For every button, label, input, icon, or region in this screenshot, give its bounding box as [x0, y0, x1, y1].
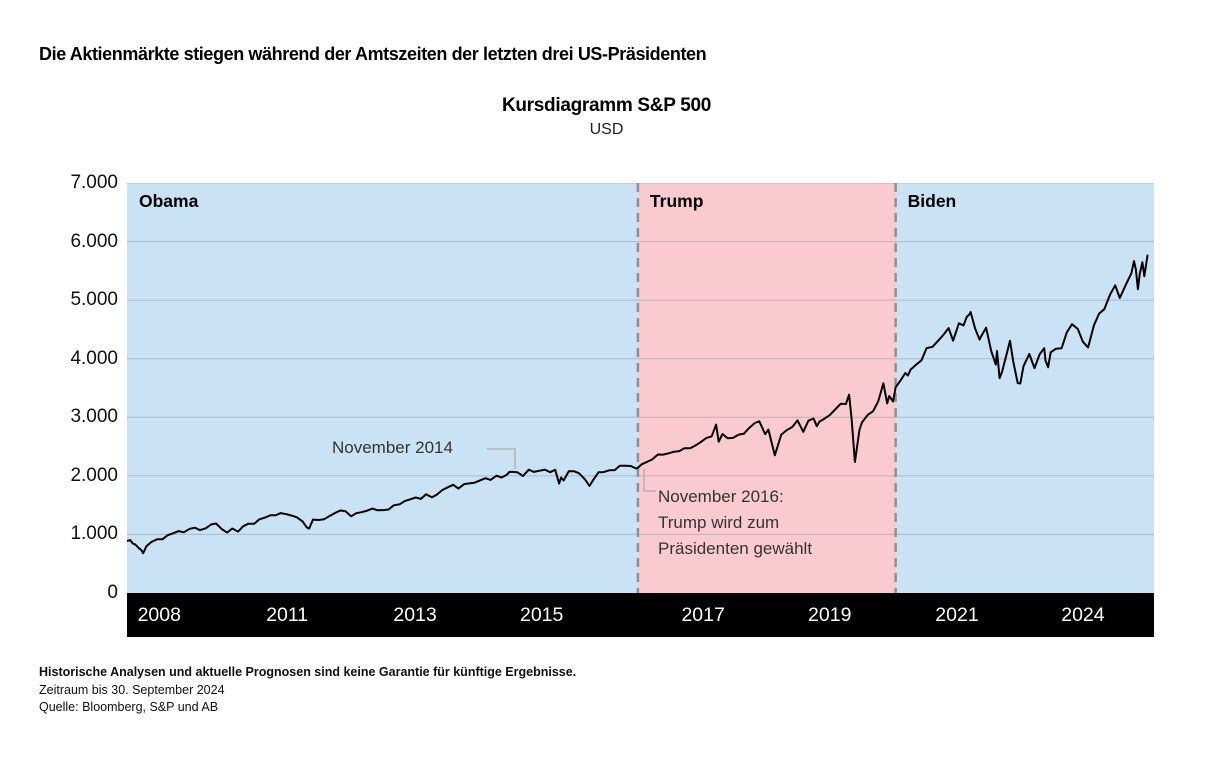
era-label-obama: Obama — [139, 191, 199, 211]
y-tick-label: 0 — [107, 582, 118, 603]
era-region-biden — [895, 183, 1154, 593]
y-tick-label: 7.000 — [70, 172, 118, 193]
y-tick-label: 3.000 — [70, 406, 118, 428]
x-tick-label: 2024 — [1061, 604, 1105, 626]
y-tick-label: 5.000 — [70, 289, 118, 311]
footnote-period: Zeitraum bis 30. September 2024 — [39, 682, 225, 697]
footnotes: Historische Analysen und aktuelle Progno… — [39, 664, 576, 717]
era-region-trump — [637, 183, 896, 593]
x-tick-label: 2013 — [393, 604, 437, 626]
x-tick-label: 2019 — [808, 604, 852, 626]
price-line — [127, 254, 1149, 555]
annotation-text-line: November 2016: — [658, 487, 784, 506]
x-tick-label: 2008 — [137, 604, 181, 626]
annotation-connector-2016 — [643, 469, 656, 492]
y-axis: 7.000 6.000 5.000 4.000 3.000 2.000 1.000 0 — [0, 172, 118, 603]
chart-title: Kursdiagramm S&P 500 — [501, 95, 712, 116]
footnote-source: Quelle: Bloomberg, S&P und AB — [39, 700, 219, 714]
x-tick-label: 2015 — [519, 604, 564, 626]
annotation-november-2014: November 2014 — [332, 438, 453, 458]
y-tick-label: 4.000 — [70, 347, 118, 369]
x-axis-band: 2008 2011 2013 2015 2017 2019 2021 2024 — [127, 593, 1154, 637]
page-title: Die Aktienmärkte stiegen während der Amt… — [39, 44, 707, 64]
chart-canvas — [127, 183, 1154, 593]
x-tick-label: 2011 — [266, 604, 309, 626]
annotation-text: November 2014 — [332, 438, 453, 457]
plot-area: November 2014 November 2016: Trump wird … — [127, 183, 1154, 593]
annotation-text-line: Präsidenten gewählt — [658, 539, 813, 558]
y-tick-label: 2.000 — [70, 464, 118, 486]
annotation-connector-2014 — [487, 448, 516, 469]
footnote-disclaimer: Historische Analysen und aktuelle Progno… — [39, 665, 577, 679]
x-tick-label: 2021 — [935, 604, 979, 626]
era-label-trump: Trump — [649, 191, 704, 211]
annotation-text-line: Trump wird zum — [658, 513, 780, 532]
y-tick-label: 1.000 — [70, 523, 118, 545]
annotation-november-2016: November 2016: Trump wird zum Präsidente… — [658, 484, 812, 562]
chart-subtitle: USD — [589, 121, 624, 138]
y-tick-label: 6.000 — [70, 230, 118, 252]
era-label-biden: Biden — [907, 191, 957, 211]
x-tick-label: 2017 — [681, 604, 725, 626]
